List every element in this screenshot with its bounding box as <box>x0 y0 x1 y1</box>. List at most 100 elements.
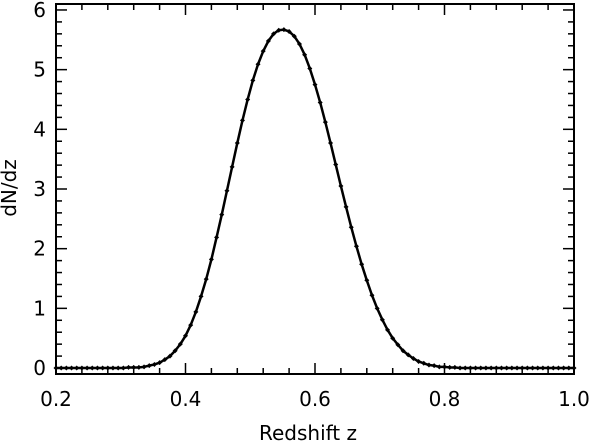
data-point <box>110 365 116 371</box>
data-point <box>395 342 401 348</box>
data-point <box>69 365 75 371</box>
data-point <box>203 276 209 282</box>
data-point <box>219 212 225 218</box>
data-point <box>317 99 323 105</box>
data-point <box>286 28 292 34</box>
data-point <box>296 41 302 47</box>
data-point <box>457 365 463 371</box>
data-point <box>245 96 251 102</box>
y-tick-label: 0 <box>33 356 46 380</box>
data-point <box>514 365 520 371</box>
axis-ticks <box>55 4 575 374</box>
data-point <box>172 348 178 354</box>
data-point <box>183 333 188 339</box>
data-point <box>390 335 396 341</box>
data-point <box>224 188 230 194</box>
data-point <box>162 357 168 363</box>
data-point <box>141 364 147 370</box>
y-axis-title: dN/dz <box>0 159 21 217</box>
x-axis-title: Redshift z <box>259 421 357 444</box>
data-point <box>410 355 416 361</box>
data-point <box>302 52 308 58</box>
data-point <box>115 365 121 371</box>
data-point <box>374 305 380 311</box>
data-point <box>250 77 256 83</box>
data-point <box>239 117 245 123</box>
y-tick-label: 6 <box>33 0 46 22</box>
y-tick-label: 2 <box>33 237 46 261</box>
data-point <box>307 65 313 71</box>
x-tick-label: 0.6 <box>299 387 331 411</box>
data-point <box>478 365 484 371</box>
data-point <box>157 360 163 366</box>
y-tick-label: 5 <box>33 58 46 82</box>
data-point <box>271 31 277 37</box>
series-line <box>56 28 574 370</box>
data-point <box>369 292 375 298</box>
data-point <box>188 322 194 328</box>
data-point <box>400 348 406 354</box>
data-point <box>498 365 504 371</box>
data-point <box>431 363 437 369</box>
data-point <box>136 364 142 370</box>
data-point <box>338 183 344 189</box>
data-point <box>94 365 100 371</box>
data-point <box>276 27 282 33</box>
data-point <box>436 364 442 370</box>
data-point <box>447 364 453 370</box>
data-point <box>208 256 214 262</box>
data-point <box>177 341 183 347</box>
x-tick-label: 0.2 <box>40 387 72 411</box>
x-tick-label: 0.4 <box>170 387 202 411</box>
data-point <box>483 365 489 371</box>
data-point <box>524 365 530 371</box>
plot-frame <box>55 3 575 375</box>
data-point <box>555 365 561 371</box>
data-point <box>333 162 339 168</box>
data-point <box>504 365 510 371</box>
data-point <box>84 365 90 371</box>
plot-area <box>53 3 577 375</box>
data-point <box>550 365 556 371</box>
tick-labels: 0.2 0.4 0.6 0.8 1.0 0 1 2 3 4 5 6 <box>33 0 590 411</box>
data-point <box>385 327 391 333</box>
data-point <box>198 293 204 299</box>
data-point <box>291 33 297 39</box>
data-point <box>255 61 261 67</box>
data-point <box>89 365 95 371</box>
x-tick-label: 0.8 <box>429 387 461 411</box>
data-point <box>328 140 334 146</box>
data-point <box>379 317 385 323</box>
data-point <box>234 140 240 146</box>
data-point <box>322 119 328 125</box>
data-point <box>348 224 354 230</box>
data-point <box>131 364 137 370</box>
data-point <box>100 365 106 371</box>
data-point <box>214 234 220 240</box>
data-point <box>343 204 349 210</box>
data-point <box>421 360 427 366</box>
data-point <box>260 48 266 54</box>
data-point <box>530 365 536 371</box>
x-tick-label: 1.0 <box>558 387 590 411</box>
data-point <box>146 363 152 369</box>
data-point <box>535 365 541 371</box>
y-tick-label: 1 <box>33 296 46 320</box>
data-point <box>193 309 199 315</box>
data-point <box>426 362 432 368</box>
data-point <box>151 361 157 367</box>
data-point <box>462 365 468 371</box>
data-point <box>312 82 318 88</box>
data-point <box>416 358 422 364</box>
data-point <box>540 365 546 371</box>
data-point <box>452 364 458 370</box>
data-point <box>126 364 132 370</box>
data-point <box>167 353 173 359</box>
data-point <box>364 277 370 283</box>
data-point <box>265 38 271 44</box>
data-point <box>509 365 515 371</box>
data-point <box>359 261 365 267</box>
y-tick-label: 3 <box>33 177 46 201</box>
data-point <box>74 365 80 371</box>
